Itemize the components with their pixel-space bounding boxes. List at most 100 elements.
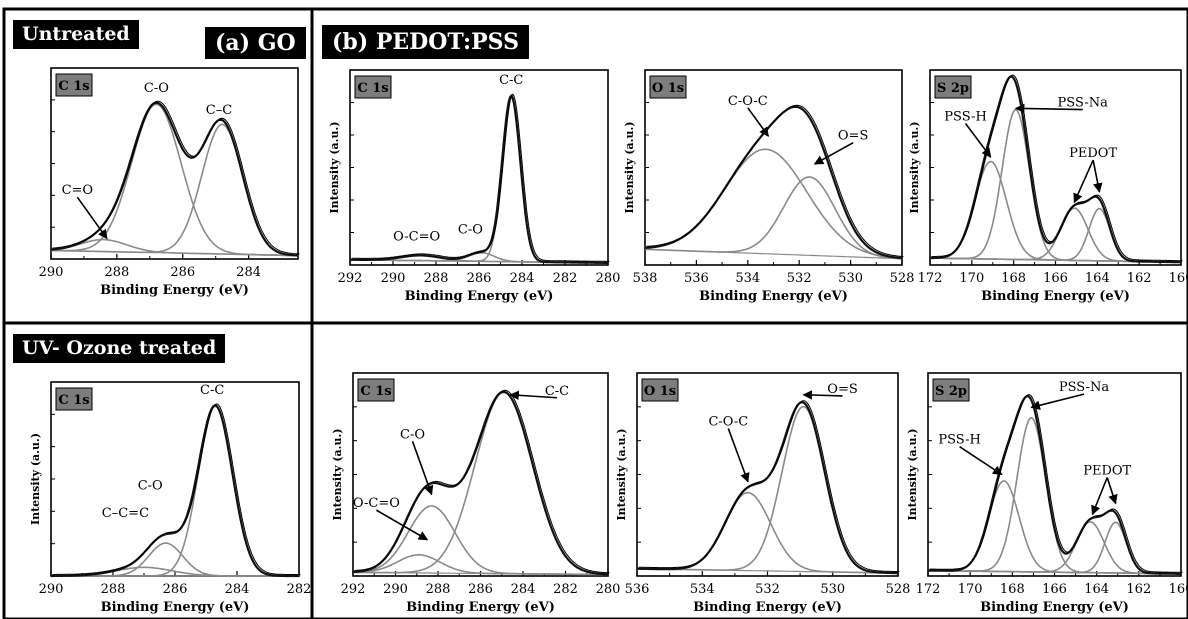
x-tick-label: 288	[426, 582, 451, 597]
x-axis-label: Binding Energy (eV)	[699, 289, 848, 304]
component-peak	[644, 176, 903, 260]
core-level-tag: C 1s	[354, 75, 392, 99]
x-tick-label: 286	[163, 582, 188, 597]
annotation-arrow	[375, 509, 429, 541]
untreated-pedot-s2p-plot: 172 170 168 166 164 162 160 Binding Energy (eV)…	[908, 69, 1188, 304]
core-level-tag-text: O 1s	[652, 81, 684, 96]
x-tick-label: 290	[39, 265, 64, 280]
component-peak	[929, 207, 1181, 264]
component-peak	[930, 160, 1181, 264]
x-tick-label: 288	[101, 582, 126, 597]
core-level-tag: O 1s	[649, 75, 687, 99]
core-level-tag: C 1s	[55, 387, 93, 411]
peak-annotation: C=O	[62, 183, 94, 198]
untreated-go-c1s-plot: 290 288 286 284 Binding Energy (eV) C-O C–C C=O…	[39, 67, 300, 298]
x-tick-label: 172	[918, 271, 943, 286]
envelope-spectrum	[352, 390, 609, 576]
x-tick-label: 288	[104, 265, 129, 280]
peak-annotation: C-O-C	[728, 94, 768, 109]
raw-spectrum	[931, 74, 1183, 262]
y-axis-label: Intensity (a.u.)	[906, 428, 919, 520]
x-tick-label: 162	[1126, 582, 1151, 597]
raw-spectrum	[351, 93, 610, 262]
raw-spectrum	[638, 400, 900, 573]
x-axis-label: Binding Energy (eV)	[981, 289, 1130, 304]
annotation-arrow	[1073, 159, 1094, 204]
core-level-tag-text: O 1s	[644, 384, 676, 399]
x-tick-label: 284	[511, 582, 536, 597]
annotation-arrow	[76, 196, 108, 240]
annotation-arrow	[1092, 159, 1103, 193]
peak-annotation: O-C=O	[353, 496, 400, 511]
x-axis-label: Binding Energy (eV)	[405, 289, 554, 304]
figure-frame	[2, 7, 1188, 619]
core-level-tag-text: S 2p	[935, 384, 967, 399]
peak-annotation: C–C=C	[102, 506, 149, 521]
raw-spectrum	[52, 403, 301, 575]
peak-annotation: C-C	[545, 384, 569, 399]
panel-b-label: (b) PEDOT:PSS	[322, 25, 529, 59]
peak-annotation: PEDOT	[1069, 146, 1117, 161]
peak-annotation: C-O	[144, 81, 169, 96]
uv-ozone-label: UV- Ozone treated	[13, 334, 226, 363]
x-tick-label: 288	[424, 271, 449, 286]
x-tick-label: 534	[690, 582, 715, 597]
x-axis-label: Binding Energy (eV)	[101, 600, 250, 615]
component-peak	[50, 238, 298, 257]
uv-pedot-c1s-plot: 292 290 288 286 284 282 280 Binding Energy (eV)…	[331, 372, 620, 615]
x-tick-label: 280	[596, 271, 621, 286]
peak-annotation: PEDOT	[1083, 464, 1131, 479]
x-tick-label: 164	[1085, 271, 1110, 286]
plot-frame	[352, 372, 609, 577]
x-tick-label: 284	[225, 582, 250, 597]
annotation-arrow	[1091, 477, 1108, 516]
x-tick-label: 168	[1001, 271, 1026, 286]
peak-annotation: PSS-Na	[1058, 96, 1109, 111]
peak-annotation: O=S	[827, 382, 857, 397]
uv-pedot-s2p-plot: 172 170 168 166 164 162 160 Binding Energy (eV)…	[906, 372, 1188, 615]
core-level-tag: S 2p	[932, 378, 970, 402]
x-tick-label: 168	[1000, 582, 1025, 597]
core-level-tag-text: C 1s	[357, 81, 388, 96]
x-tick-label: 166	[1043, 271, 1068, 286]
envelope-spectrum	[350, 93, 608, 264]
y-axis-label: Intensity (a.u.)	[908, 121, 921, 213]
envelope-spectrum	[636, 401, 898, 575]
annotation-arrow	[802, 390, 843, 400]
uv-go-c1s-plot: 290 288 286 284 282 Binding Energy (eV) Intens…	[29, 381, 312, 615]
peak-annotation: C-C	[499, 73, 523, 88]
plot-frame	[929, 69, 1182, 266]
annotation-arrow	[964, 123, 992, 158]
x-tick-label: 160	[1169, 582, 1188, 597]
raw-spectrum	[646, 104, 904, 258]
untreated-pedot-c1s-plot: 292 290 288 286 284 282 280 Binding Energy (eV)…	[328, 69, 621, 304]
x-tick-label: 282	[553, 271, 578, 286]
x-tick-label: 536	[684, 271, 709, 286]
x-tick-label: 292	[338, 271, 363, 286]
y-axis-label: Intensity (a.u.)	[331, 428, 344, 520]
core-level-tag-text: C 1s	[58, 79, 89, 94]
component-peak	[353, 391, 609, 576]
core-level-tag-text: S 2p	[937, 81, 969, 96]
annotation-arrow	[959, 446, 1003, 476]
panel-a-label: (a) GO	[205, 27, 306, 59]
y-axis-label: Intensity (a.u.)	[623, 121, 636, 213]
component-peak	[350, 94, 608, 264]
core-level-tag: S 2p	[934, 75, 972, 99]
x-tick-label: 282	[287, 582, 312, 597]
raw-spectrum	[929, 394, 1183, 573]
x-tick-label: 166	[1042, 582, 1067, 597]
x-tick-label: 170	[958, 582, 983, 597]
x-tick-label: 532	[755, 582, 780, 597]
x-tick-label: 284	[236, 265, 261, 280]
peak-annotation: C-O	[458, 223, 483, 238]
peak-annotation: O-C=O	[393, 230, 440, 245]
plot-frame	[50, 67, 299, 260]
y-axis-label: Intensity (a.u.)	[615, 428, 628, 520]
x-tick-label: 290	[39, 582, 64, 597]
annotation-arrow	[747, 107, 770, 137]
core-level-tag: C 1s	[357, 378, 395, 402]
peak-annotation: C-C	[200, 383, 224, 398]
annotation-arrow	[1014, 103, 1083, 114]
x-tick-label: 534	[735, 271, 760, 286]
